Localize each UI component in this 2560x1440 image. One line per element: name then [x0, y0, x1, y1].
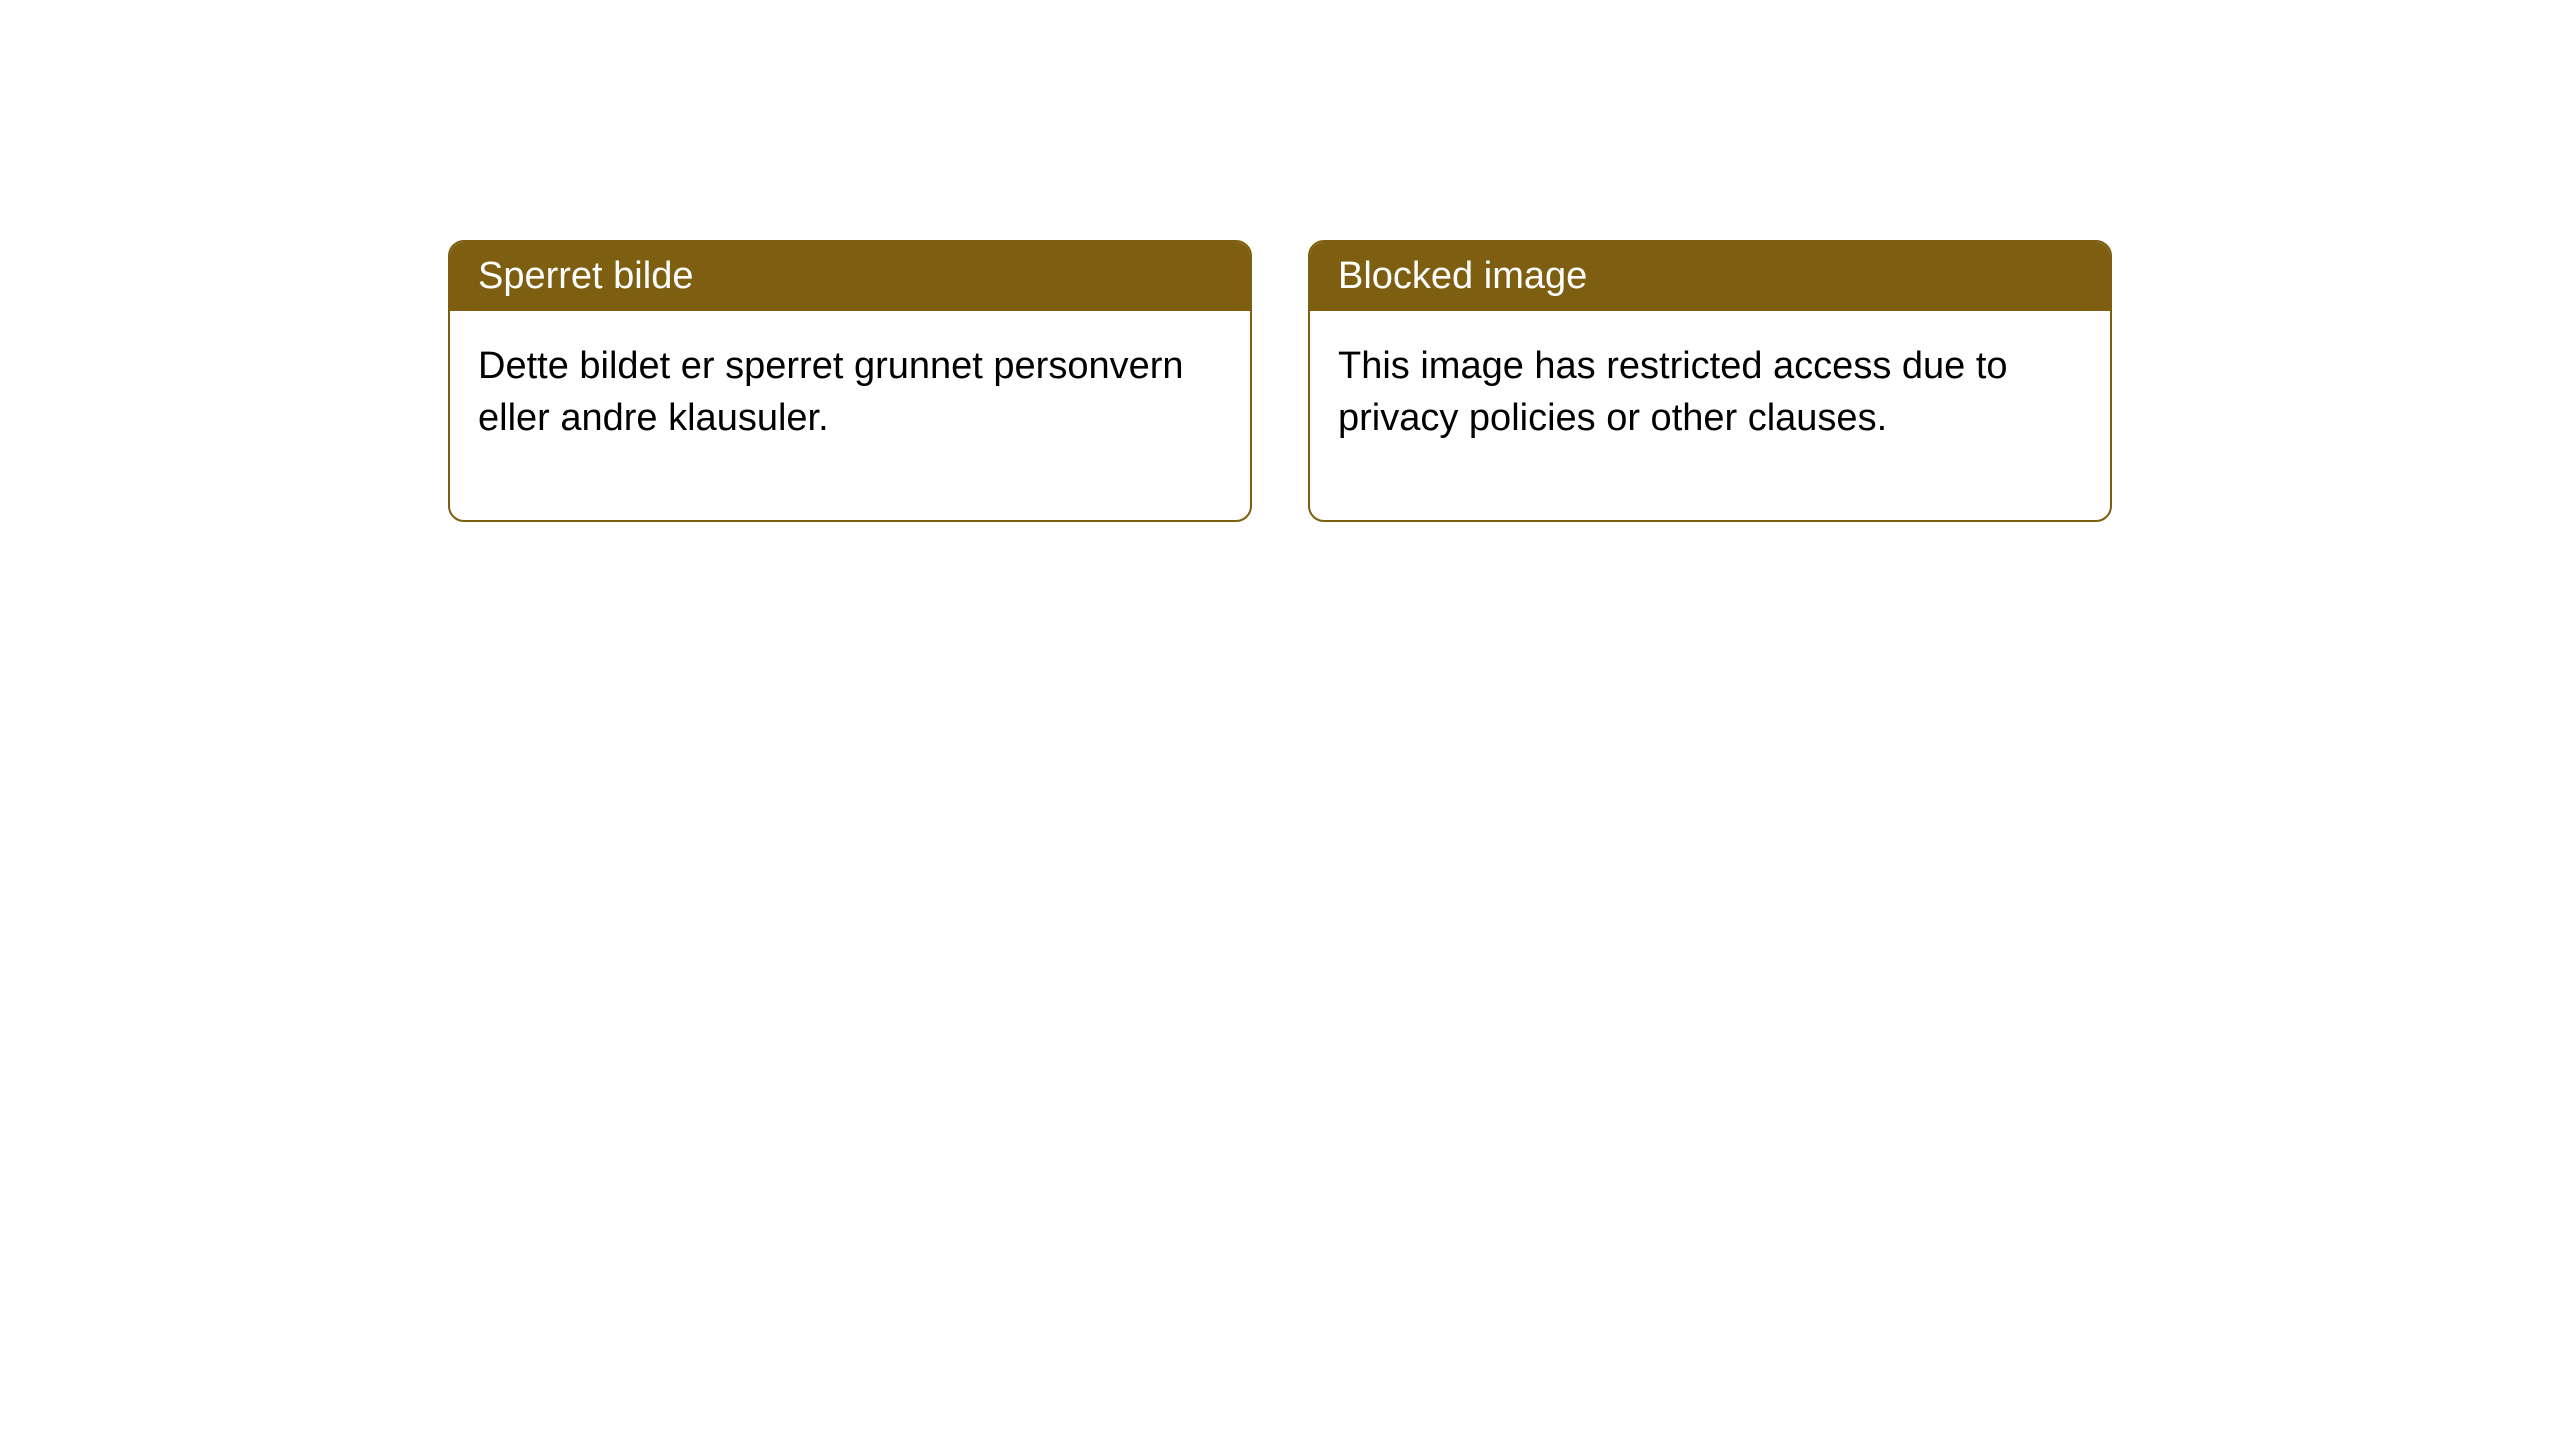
notice-header: Blocked image: [1310, 242, 2110, 311]
notice-card-norwegian: Sperret bilde Dette bildet er sperret gr…: [448, 240, 1252, 522]
notice-container: Sperret bilde Dette bildet er sperret gr…: [0, 0, 2560, 522]
notice-body: Dette bildet er sperret grunnet personve…: [450, 311, 1250, 520]
notice-card-english: Blocked image This image has restricted …: [1308, 240, 2112, 522]
notice-header: Sperret bilde: [450, 242, 1250, 311]
notice-body: This image has restricted access due to …: [1310, 311, 2110, 520]
